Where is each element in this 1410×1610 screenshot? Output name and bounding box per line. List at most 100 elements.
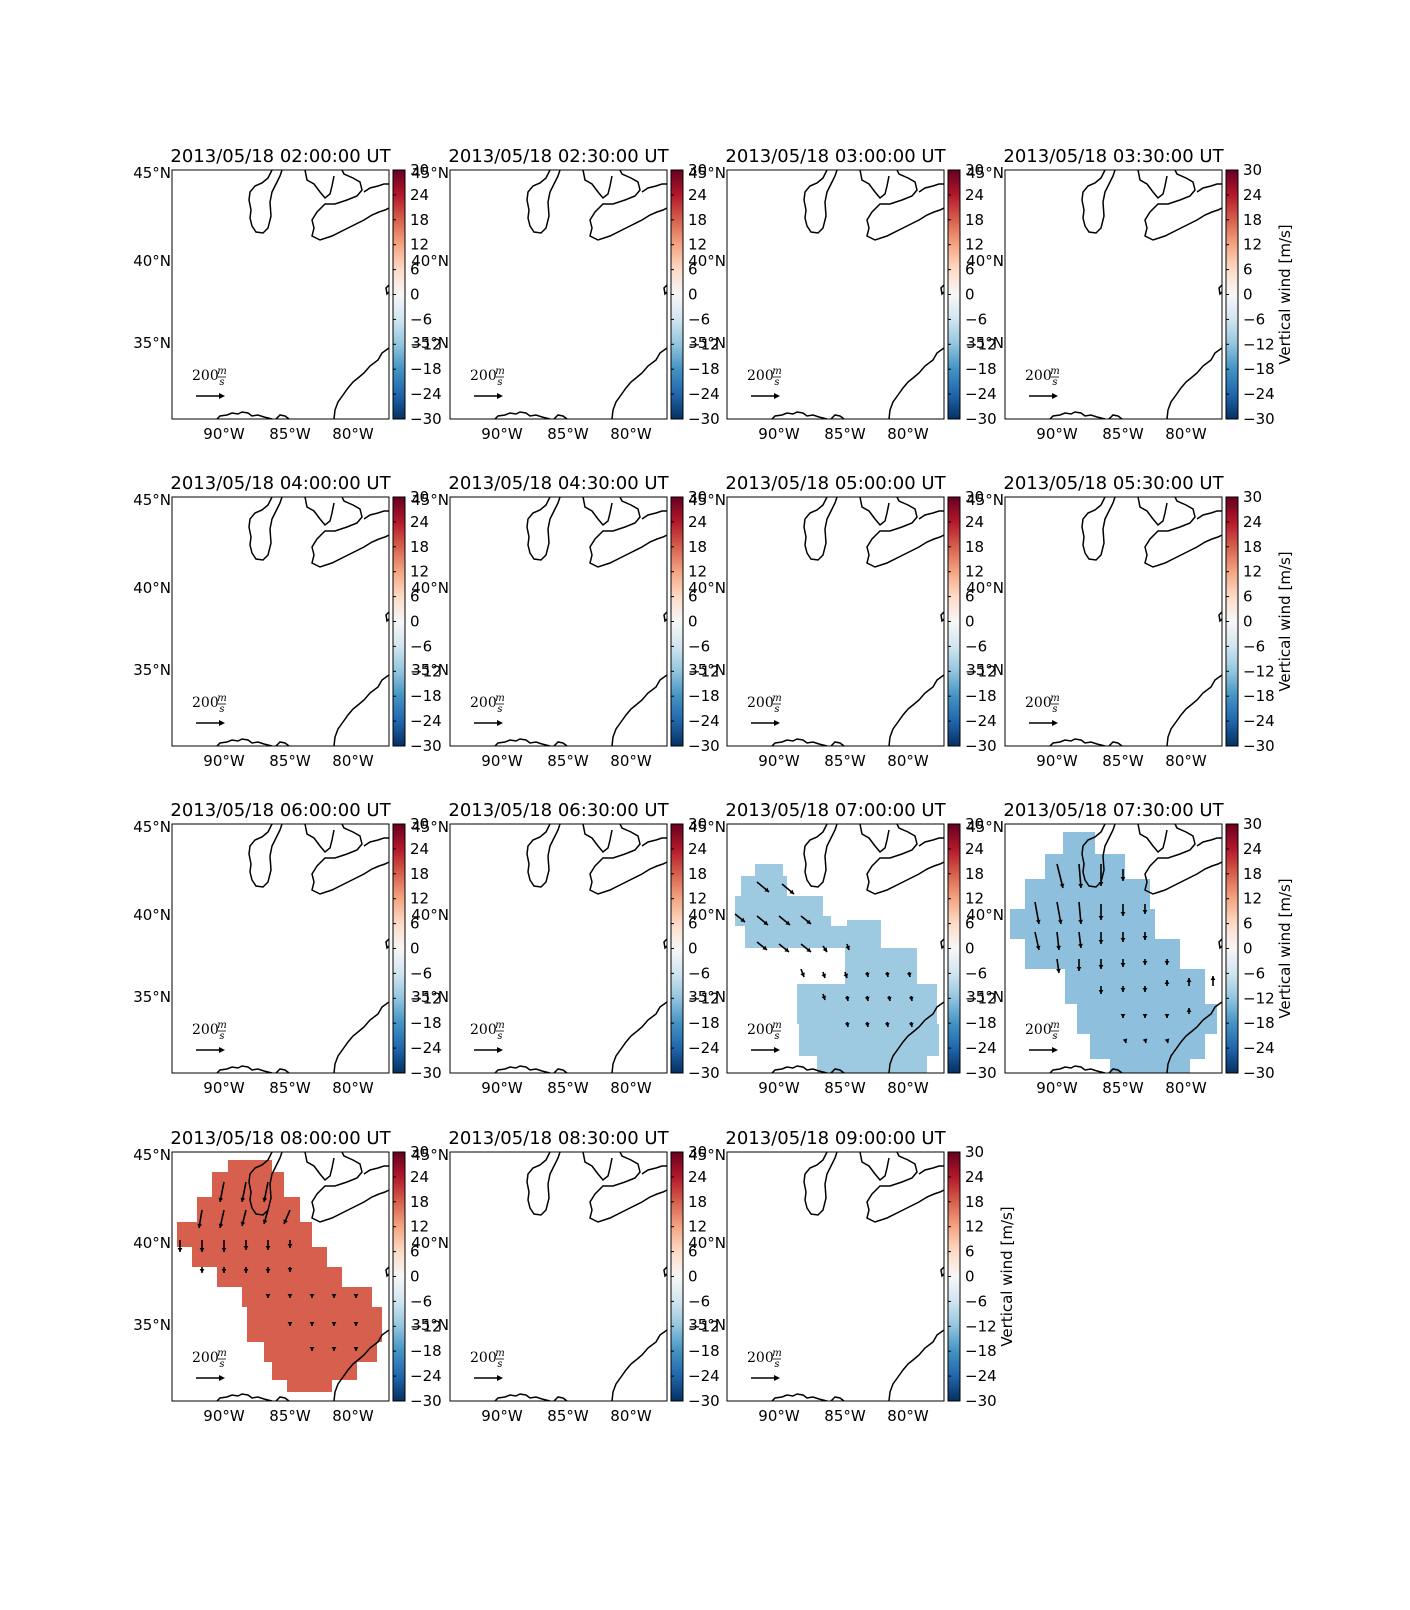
lat-tick-label: 40°N (133, 252, 171, 270)
wind-arrow-head (1120, 963, 1126, 967)
lon-tick-label: 80°W (887, 1407, 929, 1425)
quiver-key-unit-den: s (219, 1031, 224, 1042)
wind-arrow-head (1035, 919, 1041, 924)
colorbar: 30 24 18 12 6 0 −6 −12 −18 −24 −30 (947, 488, 997, 755)
colorbar-tick-label: −12 (965, 662, 997, 680)
map-frame (449, 169, 668, 420)
colorbar-tick-label: 0 (688, 286, 698, 304)
lat-tick-label: 40°N (411, 252, 449, 270)
colorbar-label: Vertical wind [m/s] (1276, 878, 1294, 1018)
wind-arrow-head (353, 1347, 359, 1351)
coastline-segment (582, 170, 667, 241)
map-frame (449, 823, 668, 1074)
coastline (216, 170, 389, 419)
wind-cell (272, 1362, 357, 1380)
panel-title: 2013/05/18 07:00:00 UT (725, 800, 946, 821)
coastline-segment (494, 738, 568, 746)
lon-tick-label: 85°W (269, 1079, 311, 1097)
coastline-segment (1081, 170, 1116, 234)
colorbar-tick-label: 6 (965, 588, 975, 606)
colorbar-tick-label: −30 (965, 1064, 997, 1082)
lon-tick-label: 90°W (758, 425, 800, 443)
wind-arrow-head (1120, 938, 1126, 942)
quiver-key-unit-num: m (772, 693, 781, 704)
colorbar-tick-label: 30 (410, 1143, 429, 1161)
lat-tick-label: 45°N (966, 164, 1004, 182)
colorbar-tick-label: −18 (965, 360, 997, 378)
lon-tick-label: 90°W (203, 752, 245, 770)
colorbar-tick-label: 12 (965, 236, 984, 254)
wind-arrow-head (265, 1269, 271, 1273)
colorbar-tick-label: −12 (965, 335, 997, 353)
colorbar: 30 24 18 12 6 0 −6 −12 −18 −24 −30 Vertical wind [m… (947, 1143, 1016, 1410)
map-area (494, 170, 667, 419)
colorbar-label: Vertical wind [m/s] (998, 1206, 1016, 1346)
panel-title: 2013/05/18 03:30:00 UT (1003, 146, 1224, 167)
colorbar-tick-label: −24 (1243, 385, 1275, 403)
wind-arrow-head (309, 1322, 315, 1326)
lon-tick-label: 85°W (1102, 752, 1144, 770)
wind-cell (1077, 1004, 1217, 1034)
colorbar: 30 24 18 12 6 0 −6 −12 −18 −24 −30 (947, 815, 997, 1082)
wind-arrow-head (221, 1248, 227, 1252)
map-frame (171, 823, 390, 1074)
lon-tick-label: 90°W (203, 1407, 245, 1425)
lat-tick-label: 35°N (133, 988, 171, 1006)
lon-tick-label: 80°W (1165, 1079, 1207, 1097)
colorbar-tick-label: 30 (1243, 161, 1262, 179)
quiver-key-arrow-head (1052, 720, 1058, 726)
coastline-segment (888, 938, 944, 1073)
colorbar-tick-label: 24 (965, 840, 984, 858)
quiver-key-unit-den: s (774, 1031, 779, 1042)
wind-arrow-head (1186, 978, 1192, 982)
coastline-segment (771, 738, 845, 746)
colorbar-tick-label: −24 (410, 1367, 442, 1385)
wind-arrow-head (197, 1223, 203, 1228)
wind-arrow-head (1059, 883, 1065, 888)
wind-arrow-head (1098, 916, 1104, 920)
wind-arrow-head (1120, 1014, 1126, 1018)
coastline-segment (1137, 497, 1222, 568)
wind-arrow-head (806, 947, 811, 952)
coastline (494, 497, 667, 746)
lon-tick-label: 80°W (887, 1079, 929, 1097)
wind-arrow-head (886, 996, 892, 1001)
map-area (1049, 170, 1222, 419)
colorbar-tick-label: −18 (410, 687, 442, 705)
colorbar-tick-label: 0 (410, 286, 420, 304)
quiver-key-number: 200 (192, 368, 219, 384)
panel-title: 2013/05/18 05:00:00 UT (725, 473, 946, 494)
wind-arrow-head (1120, 988, 1126, 992)
quiver-key-arrow-head (219, 393, 225, 399)
coastline-segment (1166, 284, 1222, 419)
lat-tick-label: 45°N (411, 818, 449, 836)
colorbar-tick-label: −24 (688, 1367, 720, 1385)
colorbar-tick-label: −6 (1243, 964, 1265, 982)
colorbar-tick-label: −24 (965, 1367, 997, 1385)
lon-tick-label: 90°W (203, 425, 245, 443)
colorbar-tick-label: 18 (1243, 211, 1262, 229)
wind-arrow-head (785, 920, 790, 925)
colorbar-tick-label: 6 (1243, 915, 1253, 933)
colorbar-tick-label: 18 (410, 211, 429, 229)
colorbar-tick-label: 24 (688, 840, 707, 858)
colorbar-tick-label: −6 (688, 637, 710, 655)
wind-cell (847, 920, 881, 948)
wind-arrow-head (1164, 980, 1170, 984)
quiver-key-number: 200 (192, 1022, 219, 1038)
colorbar-tick-label: 6 (688, 588, 698, 606)
wind-arrow-head (1098, 990, 1104, 994)
coastline-segment (888, 1266, 944, 1401)
quiver-key-unit-num: m (1050, 366, 1059, 377)
quiver-key-number: 200 (470, 695, 497, 711)
coastline-segment (803, 1152, 838, 1216)
lat-tick-label: 35°N (133, 334, 171, 352)
colorbar-tick-label: −6 (1243, 310, 1265, 328)
coastline (216, 497, 389, 746)
wind-arrow-head (844, 1022, 850, 1027)
colorbar-tick-label: −30 (965, 410, 997, 428)
colorbar-tick-label: −30 (688, 1392, 720, 1410)
coastline-segment (333, 284, 389, 419)
